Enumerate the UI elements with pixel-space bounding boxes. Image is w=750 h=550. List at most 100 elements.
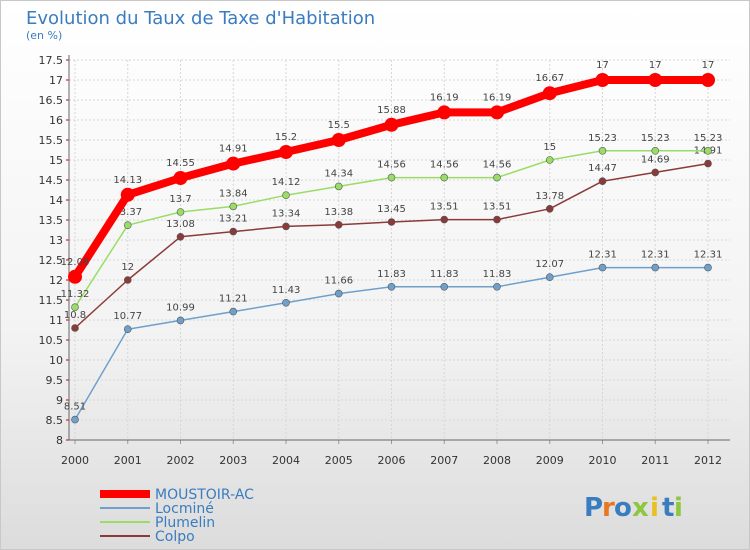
x-tick-label: 2011: [641, 454, 669, 467]
data-point: [388, 219, 395, 226]
data-point: [177, 317, 184, 324]
data-label: 15.88: [377, 105, 406, 116]
data-label: 17: [649, 60, 662, 71]
data-point: [124, 326, 131, 333]
data-label: 11.32: [61, 289, 90, 300]
data-point: [494, 283, 501, 290]
data-label: 16.19: [483, 92, 512, 103]
y-tick-label: 8.5: [46, 414, 64, 427]
data-point: [705, 264, 712, 271]
data-label: 8.51: [64, 402, 86, 413]
grid: [69, 60, 730, 440]
x-tick-label: 2005: [325, 454, 353, 467]
data-point: [226, 157, 240, 171]
data-label: 14.56: [377, 160, 406, 171]
data-label: 15.23: [694, 133, 723, 144]
data-point: [283, 299, 290, 306]
data-point: [441, 283, 448, 290]
data-label: 12.31: [588, 250, 617, 261]
data-label: 11.83: [377, 269, 406, 280]
data-point: [494, 174, 501, 181]
data-point: [335, 290, 342, 297]
data-label: 10.99: [166, 302, 195, 313]
y-tick-label: 8: [56, 434, 63, 447]
series-locmin-: 8.5110.7710.9911.2111.4311.6611.8311.831…: [64, 250, 722, 424]
data-label: 10.8: [64, 310, 86, 321]
data-label: 14.56: [430, 160, 459, 171]
y-tick-label: 13: [49, 234, 63, 247]
data-label: 14.91: [219, 144, 248, 155]
data-point: [72, 325, 79, 332]
data-point: [388, 174, 395, 181]
data-label: 14.12: [272, 177, 301, 188]
y-tick-label: 12.5: [39, 254, 64, 267]
data-point: [652, 147, 659, 154]
chart-subtitle: (en %): [26, 29, 62, 42]
data-label: 14.55: [166, 158, 195, 169]
data-point: [705, 147, 712, 154]
data-label: 15.23: [588, 133, 617, 144]
series-colpo: 10.81213.0813.2113.3413.3813.4513.5113.5…: [64, 146, 722, 332]
data-label: 13.45: [377, 204, 406, 215]
legend-label: Colpo: [155, 529, 195, 545]
x-tick-label: 2004: [272, 454, 300, 467]
data-label: 11.66: [324, 276, 353, 287]
data-point: [599, 147, 606, 154]
data-label: 10.77: [113, 311, 142, 322]
data-point: [335, 221, 342, 228]
y-tick-label: 12: [49, 274, 63, 287]
data-point: [279, 145, 293, 159]
data-point: [124, 222, 131, 229]
data-point: [230, 203, 237, 210]
data-point: [72, 304, 79, 311]
data-label: 16.19: [430, 92, 459, 103]
data-point: [494, 216, 501, 223]
data-point: [174, 171, 188, 185]
data-point: [705, 160, 712, 167]
data-label: 14.13: [113, 175, 142, 186]
data-label: 13.38: [324, 207, 353, 218]
data-label: 13.78: [535, 191, 564, 202]
y-tick-label: 11.5: [39, 294, 64, 307]
data-point: [701, 73, 715, 87]
data-point: [68, 270, 82, 284]
y-tick-label: 10.5: [39, 334, 64, 347]
data-point: [546, 157, 553, 164]
data-point: [72, 416, 79, 423]
data-point: [335, 183, 342, 190]
data-point: [230, 308, 237, 315]
x-tick-label: 2009: [536, 454, 564, 467]
data-label: 17: [702, 60, 715, 71]
data-point: [177, 233, 184, 240]
brand-letter: t: [662, 493, 674, 523]
data-point: [490, 105, 504, 119]
data-point: [546, 274, 553, 281]
x-tick-label: 2008: [483, 454, 511, 467]
data-point: [283, 192, 290, 199]
y-tick-label: 13.5: [39, 214, 64, 227]
y-tick-label: 9: [56, 394, 63, 407]
data-label: 11.21: [219, 294, 248, 305]
data-point: [543, 86, 557, 100]
data-label: 15.5: [328, 120, 350, 131]
brand-logo: Proxiti: [584, 493, 683, 523]
data-point: [652, 264, 659, 271]
data-label: 16.67: [535, 73, 564, 84]
data-point: [437, 105, 451, 119]
x-tick-label: 2001: [114, 454, 142, 467]
y-tick-label: 15.5: [39, 134, 64, 147]
y-tick-label: 14: [49, 194, 63, 207]
y-tick-label: 11: [49, 314, 63, 327]
chart-title: Evolution du Taux de Taxe d'Habitation: [26, 8, 375, 29]
data-point: [388, 283, 395, 290]
y-tick-label: 17.5: [39, 54, 64, 67]
data-label: 14.34: [324, 168, 353, 179]
y-tick-label: 14.5: [39, 174, 64, 187]
y-tick-label: 16.5: [39, 94, 64, 107]
data-point: [648, 73, 662, 87]
y-tick-label: 17: [49, 74, 63, 87]
brand-letter: i: [650, 493, 659, 523]
brand-letter: i: [674, 493, 683, 523]
x-tick-label: 2006: [378, 454, 406, 467]
